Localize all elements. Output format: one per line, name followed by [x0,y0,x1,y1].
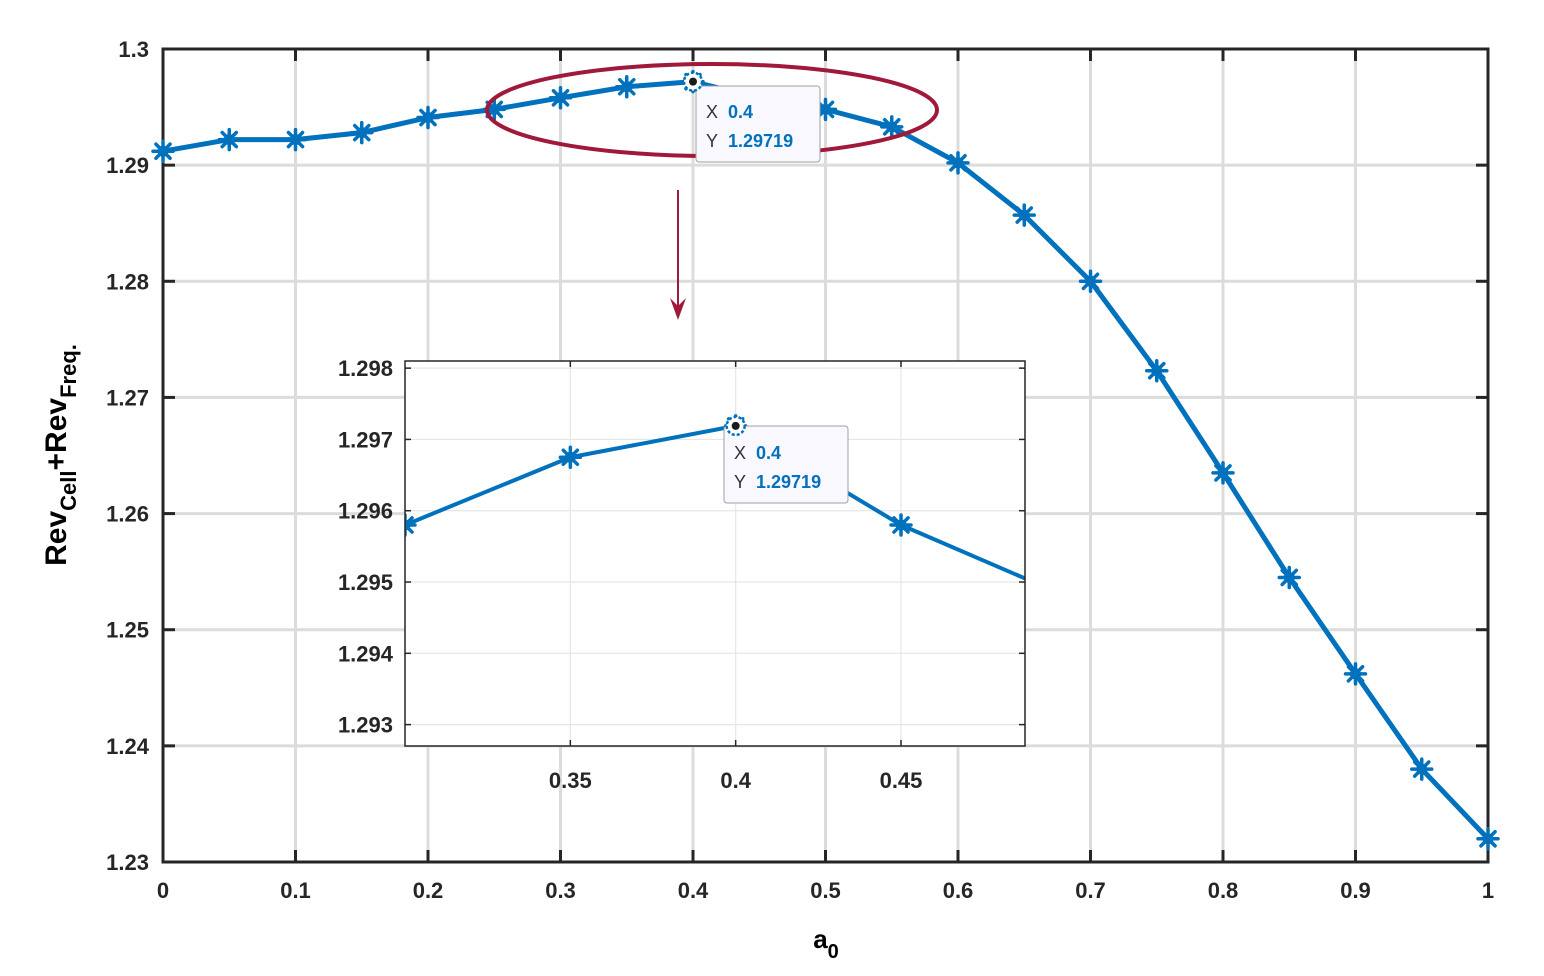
x-tick-label: 1 [1482,878,1494,903]
y-tick-label: 1.295 [338,570,393,595]
inset-datatip-box [723,425,849,504]
main-datatip-x-label: X [706,102,718,122]
x-tick-label: 0.3 [545,878,576,903]
x-tick-label: 0.9 [1340,878,1371,903]
y-tick-label: 1.26 [106,502,149,527]
inset-datatip-y-value: 1.29719 [756,472,821,492]
x-tick-label: 0.45 [880,768,923,793]
y-tick-label: 1.24 [106,734,150,759]
data-point-marker [1078,269,1103,294]
main-series [151,69,1500,851]
y-tick-label: 1.298 [338,356,393,381]
svg-text:X 0.4: X 0.4 [706,102,753,122]
inset-y-tick-labels: 1.293 1.294 1.295 1.296 1.297 1.298 [338,356,394,737]
y-axis-label-part-2: +Rev [40,398,73,471]
data-point-marker [1145,358,1169,383]
y-axis-label-sub-2: Freq. [56,344,81,398]
y-tick-label: 1.293 [338,713,393,738]
inset-tick-marks [405,361,1025,746]
y-tick-label: 1.28 [106,269,149,294]
data-point-marker [1211,461,1235,485]
data-point-marker [615,74,639,99]
svg-text:X 0.4: X 0.4 [734,443,781,463]
x-tick-label: 0.8 [1208,878,1239,903]
svg-text:Y 1.29719: Y 1.29719 [734,472,821,492]
main-y-tick-labels: 1.23 1.24 1.25 1.26 1.27 1.28 1.29 1.3 [106,37,150,875]
x-tick-label: 0.4 [720,768,751,793]
data-point-marker [1277,565,1301,590]
inset-datatip-y-label: Y [734,472,746,492]
inset-x-tick-labels: 0.35 0.4 0.45 [549,768,922,793]
y-axis-label: RevCell+RevFreq. [40,344,81,566]
data-point-marker [946,151,970,175]
y-tick-label: 1.27 [106,385,149,410]
y-axis-label-part-1: Rev [40,511,73,566]
main-datatip-box [695,85,821,163]
annotation-arrow-head [670,298,686,320]
x-tick-label: 0.5 [810,878,841,903]
data-point-marker [416,105,440,130]
inset-datatip-x-value: 0.4 [756,443,781,463]
y-tick-label: 1.29 [106,153,149,178]
data-point-marker [1476,827,1500,851]
data-point-marker [880,115,904,139]
data-point-marker [1343,662,1368,686]
y-tick-label: 1.25 [106,618,149,643]
x-axis-label: a0 [813,924,839,963]
main-x-tick-labels: 0 0.1 0.2 0.3 0.4 0.5 0.6 0.7 0.8 0.9 1 [157,878,1494,903]
data-point-marker [283,127,308,152]
y-tick-label: 1.3 [118,37,149,62]
data-point-marker [350,120,374,145]
data-point-marker [558,445,583,469]
main-tick-marks [161,47,1490,864]
data-point-marker [1410,757,1434,781]
main-datatip: X 0.4 Y 1.29719 [695,85,821,163]
x-tick-label: 0.7 [1075,878,1106,903]
x-tick-label: 0 [157,878,169,903]
x-tick-label: 0.1 [280,878,311,903]
y-axis-label-sub-1: Cell [56,470,81,510]
datatip-marker [725,415,746,437]
inset-datatip-x-label: X [734,443,746,463]
main-datatip-y-value: 1.29719 [728,131,793,151]
y-tick-label: 1.294 [338,641,394,666]
svg-text:Y 1.29719: Y 1.29719 [706,131,793,151]
x-tick-label: 0.4 [678,878,709,903]
x-axis-label-subscript: 0 [828,941,839,963]
datatip-markers [682,71,746,437]
data-point-marker [151,139,175,163]
data-point-marker [1012,203,1036,227]
data-point-marker [889,513,913,537]
x-tick-label: 0.35 [549,768,592,793]
main-datatip-x-value: 0.4 [728,102,753,122]
inset-background [405,361,1025,746]
data-point-marker [405,513,417,537]
x-tick-label: 0.2 [413,878,444,903]
data-point-marker [548,86,573,110]
inset-datatip: X 0.4 Y 1.29719 [723,425,849,504]
data-point-marker [813,97,838,122]
y-tick-label: 1.23 [106,850,149,875]
y-tick-label: 1.297 [338,427,393,452]
y-tick-label: 1.296 [338,499,393,524]
x-axis-label-base: a [813,924,828,954]
x-tick-label: 0.6 [943,878,974,903]
inset-plot-area [404,360,1026,747]
series-line [405,423,1025,581]
data-point-marker [217,127,241,152]
main-datatip-y-label: Y [706,131,718,151]
datatip-marker [682,71,704,92]
